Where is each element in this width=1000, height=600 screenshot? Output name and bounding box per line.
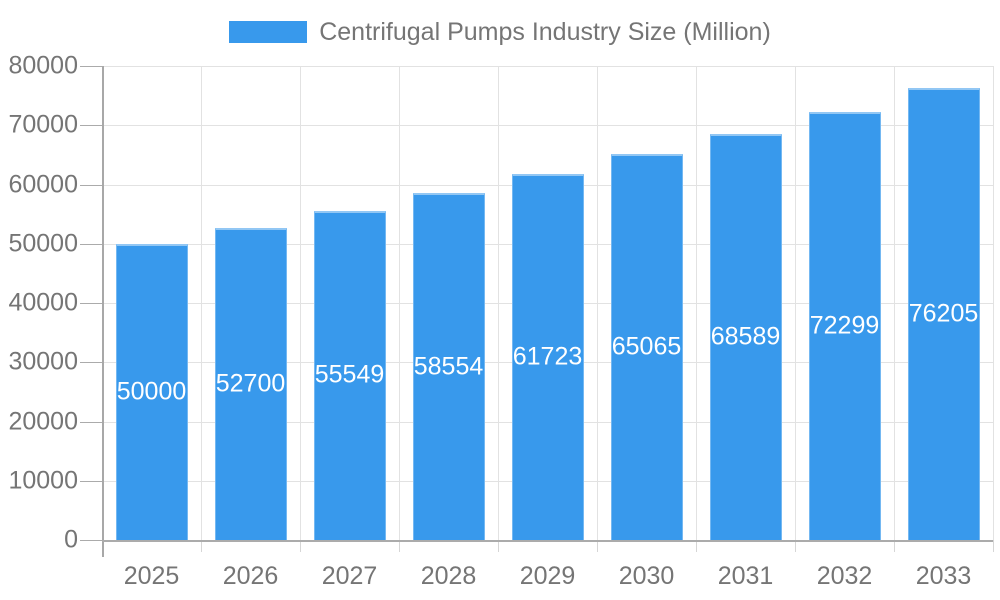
x-axis-tick: [498, 540, 499, 552]
bar-value-label: 68589: [710, 322, 781, 351]
bar[interactable]: [610, 154, 683, 540]
y-axis-line: [102, 66, 104, 557]
x-axis-tick-label: 2026: [222, 562, 279, 590]
gridline-vertical: [201, 66, 202, 540]
legend[interactable]: Centrifugal Pumps Industry Size (Million…: [0, 17, 1000, 46]
gridline-vertical: [498, 66, 499, 540]
y-axis-tick-label: 70000: [8, 110, 78, 139]
bar-value-label: 72299: [809, 311, 880, 340]
y-axis-tick-label: 10000: [8, 466, 78, 495]
bar[interactable]: [907, 88, 980, 540]
x-axis-tick: [795, 540, 796, 552]
x-axis-tick-label: 2028: [420, 562, 477, 590]
x-axis-tick-label: 2032: [816, 562, 873, 590]
x-axis-tick: [597, 540, 598, 552]
gridline-vertical: [300, 66, 301, 540]
y-axis-tick: [80, 362, 102, 364]
bar[interactable]: [214, 227, 287, 540]
bar[interactable]: [709, 133, 782, 540]
x-axis-tick: [300, 540, 301, 552]
x-axis-tick: [894, 540, 895, 552]
y-axis-tick: [80, 243, 102, 245]
bar[interactable]: [115, 243, 188, 540]
bar[interactable]: [511, 174, 584, 540]
legend-series-label: Centrifugal Pumps Industry Size (Million…: [319, 17, 771, 46]
y-axis-tick-label: 30000: [8, 347, 78, 376]
y-axis-tick-label: 20000: [8, 407, 78, 435]
y-axis-tick: [80, 421, 102, 423]
bar[interactable]: [412, 193, 485, 540]
gridline-vertical: [399, 66, 400, 540]
gridline-vertical: [894, 66, 895, 540]
bar-value-label: 52700: [215, 369, 286, 398]
gridline-vertical: [597, 66, 598, 540]
gridline-vertical: [795, 66, 796, 540]
x-axis-tick: [399, 540, 400, 552]
y-axis-tick-label: 80000: [8, 51, 78, 80]
gridline-horizontal: [102, 66, 993, 67]
x-axis-baseline: [102, 540, 993, 542]
x-axis-tick: [993, 540, 994, 552]
bar-value-label: 50000: [116, 377, 187, 406]
x-axis-tick: [201, 540, 202, 552]
y-axis-tick: [80, 540, 102, 541]
bar[interactable]: [313, 210, 386, 540]
y-axis-tick-label: 40000: [8, 288, 78, 317]
x-axis-tick-label: 2025: [123, 562, 180, 590]
x-axis-tick-label: 2029: [519, 562, 576, 590]
x-axis-tick-label: 2030: [618, 562, 675, 590]
gridline-vertical: [993, 66, 994, 540]
bar-value-label: 76205: [908, 299, 979, 328]
bar-value-label: 61723: [512, 342, 583, 371]
y-axis-tick: [80, 184, 102, 186]
y-axis-tick: [80, 303, 102, 304]
y-axis-tick-label: 60000: [8, 170, 78, 198]
bar-value-label: 55549: [314, 360, 385, 389]
bar-value-label: 65065: [611, 332, 682, 361]
legend-swatch: [229, 21, 308, 43]
x-axis-tick-label: 2031: [717, 562, 774, 590]
y-axis-tick: [80, 125, 102, 127]
y-axis-tick: [80, 66, 102, 67]
y-axis-tick-label: 0: [64, 525, 78, 554]
gridline-vertical: [696, 66, 697, 540]
bar-value-label: 58554: [413, 352, 484, 381]
y-axis-tick: [80, 480, 102, 482]
bar[interactable]: [808, 111, 881, 540]
x-axis-tick: [696, 540, 697, 552]
x-axis-tick-label: 2033: [915, 562, 972, 590]
gridline-horizontal: [102, 125, 993, 127]
x-axis-tick-label: 2027: [321, 562, 378, 590]
y-axis-tick-label: 50000: [8, 229, 78, 258]
